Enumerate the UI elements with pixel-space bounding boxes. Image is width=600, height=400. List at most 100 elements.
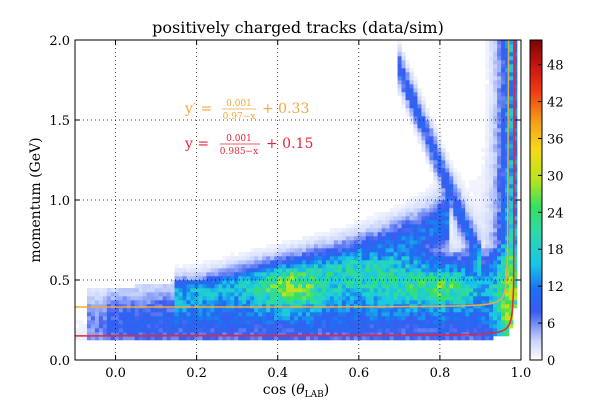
heatmap-cell xyxy=(477,212,482,217)
heatmap-cell xyxy=(417,240,422,245)
heatmap-cell xyxy=(389,300,394,305)
heatmap-cell xyxy=(497,196,502,201)
heatmap-cell xyxy=(425,244,430,249)
heatmap-cell xyxy=(266,304,271,309)
heatmap-cell xyxy=(425,272,430,277)
heatmap-cell xyxy=(118,324,124,329)
heatmap-cell xyxy=(317,268,323,273)
heatmap-cell xyxy=(349,252,355,257)
heatmap-cell xyxy=(365,324,370,329)
heatmap-cell xyxy=(457,244,462,249)
heatmap-cell xyxy=(146,288,151,293)
heatmap-cell xyxy=(278,320,283,325)
heatmap-cell xyxy=(365,216,370,221)
heatmap-cell xyxy=(425,332,430,337)
heatmap-cell xyxy=(114,316,120,321)
heatmap-cell xyxy=(429,188,434,193)
heatmap-cell xyxy=(489,180,494,185)
heatmap-cell xyxy=(246,292,251,297)
heatmap-cell xyxy=(437,132,442,137)
heatmap-cell xyxy=(206,308,211,313)
heatmap-cell xyxy=(417,124,422,129)
heatmap-cell xyxy=(337,300,343,305)
heatmap-cell xyxy=(294,256,299,261)
heatmap-cell xyxy=(433,172,438,177)
heatmap-cell xyxy=(345,324,351,329)
heatmap-cell xyxy=(425,256,430,261)
heatmap-cell xyxy=(497,112,502,117)
heatmap-cell xyxy=(234,276,239,281)
heatmap-cell xyxy=(317,256,323,261)
heatmap-cell xyxy=(373,276,378,281)
heatmap-cell xyxy=(473,252,478,257)
heatmap-cell xyxy=(477,184,482,189)
heatmap-cell xyxy=(345,292,351,297)
heatmap-cell xyxy=(381,328,386,333)
heatmap-cell xyxy=(505,92,510,97)
heatmap-cell xyxy=(226,332,231,337)
heatmap-cell xyxy=(194,316,199,321)
heatmap-cell xyxy=(341,276,347,281)
heatmap-cell xyxy=(401,76,406,81)
heatmap-cell xyxy=(497,312,502,317)
heatmap-cell xyxy=(497,116,502,121)
heatmap-cell xyxy=(473,224,478,229)
heatmap-cell xyxy=(294,276,299,281)
heatmap-cell xyxy=(493,272,498,277)
heatmap-cell xyxy=(282,320,287,325)
heatmap-cell xyxy=(457,208,462,213)
heatmap-cell xyxy=(473,260,478,265)
heatmap-cell xyxy=(222,300,227,305)
heatmap-cell xyxy=(329,236,335,241)
heatmap-cell xyxy=(182,284,187,289)
heatmap-cell xyxy=(86,300,92,305)
heatmap-cell xyxy=(94,332,100,337)
heatmap-cell xyxy=(457,328,462,333)
heatmap-cell xyxy=(194,268,199,273)
heatmap-cell xyxy=(421,100,426,105)
heatmap-cell xyxy=(465,280,470,285)
heatmap-cell xyxy=(194,284,199,289)
heatmap-cell xyxy=(509,284,514,289)
heatmap-cell xyxy=(270,300,275,305)
heatmap-cell xyxy=(509,204,514,209)
heatmap-cell xyxy=(493,64,498,69)
heatmap-cell xyxy=(501,140,506,145)
heatmap-cell xyxy=(445,172,450,177)
heatmap-cell xyxy=(425,296,430,301)
heatmap-cell xyxy=(242,328,247,333)
heatmap-cell xyxy=(433,180,438,185)
heatmap-cell xyxy=(333,300,339,305)
heatmap-cell xyxy=(493,264,498,269)
heatmap-cell xyxy=(505,80,510,85)
heatmap-cell xyxy=(417,256,422,261)
y-axis-ticks: 0.00.51.01.52.0 xyxy=(49,34,521,369)
heatmap-cell xyxy=(437,272,442,277)
heatmap-cell xyxy=(401,236,406,241)
heatmap-cell xyxy=(453,332,458,337)
heatmap-cell xyxy=(473,212,478,217)
heatmap-cell xyxy=(325,284,331,289)
heatmap-cell xyxy=(361,320,366,325)
heatmap-cell xyxy=(397,244,402,249)
heatmap-cell xyxy=(417,216,422,221)
heatmap-cell xyxy=(262,268,267,273)
heatmap-cell xyxy=(445,336,450,341)
heatmap-cell xyxy=(290,308,295,313)
heatmap-cell xyxy=(497,252,502,257)
heatmap-cell xyxy=(401,300,406,305)
heatmap-cell xyxy=(321,288,327,293)
heatmap-cell xyxy=(457,180,462,185)
heatmap-cell xyxy=(501,224,506,229)
heatmap-cell xyxy=(118,332,124,337)
heatmap-cell xyxy=(433,224,438,229)
heatmap-cell xyxy=(377,328,382,333)
heatmap-cell xyxy=(417,264,422,269)
heatmap-cell xyxy=(397,220,402,225)
heatmap-cell xyxy=(357,228,363,233)
heatmap-cell xyxy=(305,328,311,333)
heatmap-cell xyxy=(441,296,446,301)
heatmap-cell xyxy=(493,84,498,89)
heatmap-cell xyxy=(461,268,466,273)
